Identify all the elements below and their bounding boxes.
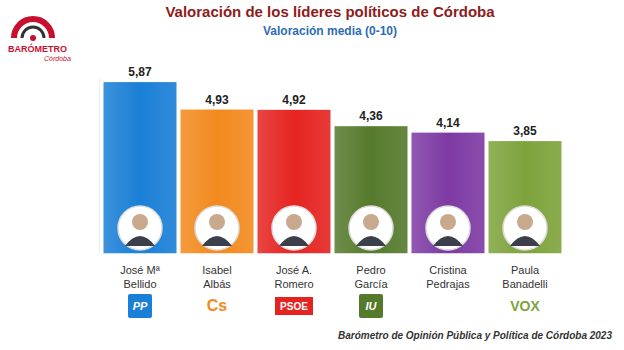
bars bbox=[104, 82, 562, 253]
party-logo-box bbox=[128, 294, 152, 318]
party-logo: PSOE bbox=[275, 297, 313, 315]
portrait-head bbox=[286, 214, 302, 230]
labels: 5,87 4,93 4,92 4,36 4,14 3,85 bbox=[128, 65, 537, 138]
data-label: 4,93 bbox=[205, 93, 229, 107]
portrait bbox=[503, 206, 547, 250]
data-label: 4,92 bbox=[282, 93, 306, 107]
portrait-frame bbox=[503, 206, 547, 250]
party-logo-text: PSOE bbox=[280, 301, 308, 312]
party-logo: PP bbox=[128, 294, 152, 318]
portrait-head bbox=[517, 214, 533, 230]
title: Valoración de los líderes políticos de C… bbox=[165, 3, 495, 20]
party-logo: IU bbox=[359, 294, 383, 318]
logo-dot bbox=[30, 35, 36, 41]
bar bbox=[335, 126, 408, 253]
portrait-body bbox=[356, 236, 386, 246]
value-axis bbox=[99, 78, 100, 253]
portrait-frame bbox=[426, 206, 470, 250]
data-label: 4,36 bbox=[359, 109, 383, 123]
portrait bbox=[349, 206, 393, 250]
party-logo-text: VOX bbox=[510, 298, 540, 314]
portrait-head bbox=[440, 214, 456, 230]
portrait bbox=[272, 206, 316, 250]
portrait-frame bbox=[195, 206, 239, 250]
portrait-body bbox=[279, 236, 309, 246]
category-label: PaulaBanadelli bbox=[502, 264, 547, 290]
party-logo-text: PP bbox=[133, 300, 148, 312]
data-label: 4,14 bbox=[436, 116, 460, 130]
portrait-head bbox=[363, 214, 379, 230]
portrait-frame bbox=[272, 206, 316, 250]
portrait-body bbox=[125, 236, 155, 246]
category-label: CristinaPedrajas bbox=[426, 264, 470, 290]
party-logo-text: Cs bbox=[207, 297, 228, 314]
source: Barómetro de Opinión Pública y Política … bbox=[338, 330, 612, 341]
data-label: 5,87 bbox=[128, 65, 152, 79]
portrait bbox=[426, 206, 470, 250]
portrait-frame bbox=[118, 206, 162, 250]
chart: BARÓMETROCórdoba Valoración de los lídere… bbox=[0, 0, 624, 350]
portrait-frame bbox=[349, 206, 393, 250]
bar bbox=[489, 141, 562, 253]
brand-logo: BARÓMETROCórdoba bbox=[8, 19, 71, 62]
category-label: José MªBellido bbox=[120, 264, 160, 290]
party-logo-box bbox=[359, 294, 383, 318]
category-label: PedroGarcía bbox=[354, 264, 388, 290]
party-logo-box bbox=[275, 297, 313, 315]
bar bbox=[181, 110, 254, 254]
portrait bbox=[195, 206, 239, 250]
category-label: José A.Romero bbox=[274, 264, 313, 290]
portrait-body bbox=[202, 236, 232, 246]
logo-text: BARÓMETRO bbox=[8, 43, 67, 54]
bar bbox=[104, 82, 177, 253]
party-logo: Cs bbox=[207, 297, 228, 314]
logo-text: Córdoba bbox=[44, 55, 71, 62]
subtitle: Valoración media (0-10) bbox=[263, 24, 397, 38]
bar bbox=[258, 110, 331, 254]
portrait bbox=[118, 206, 162, 250]
data-label: 3,85 bbox=[513, 124, 537, 138]
portrait-body bbox=[510, 236, 540, 246]
bar bbox=[412, 133, 485, 254]
portrait-body bbox=[433, 236, 463, 246]
party-logo-text: IU bbox=[366, 300, 378, 312]
party-logo: VOX bbox=[510, 298, 540, 314]
category-label: IsabelAlbás bbox=[202, 264, 231, 290]
portrait-head bbox=[209, 214, 225, 230]
portrait-head bbox=[132, 214, 148, 230]
